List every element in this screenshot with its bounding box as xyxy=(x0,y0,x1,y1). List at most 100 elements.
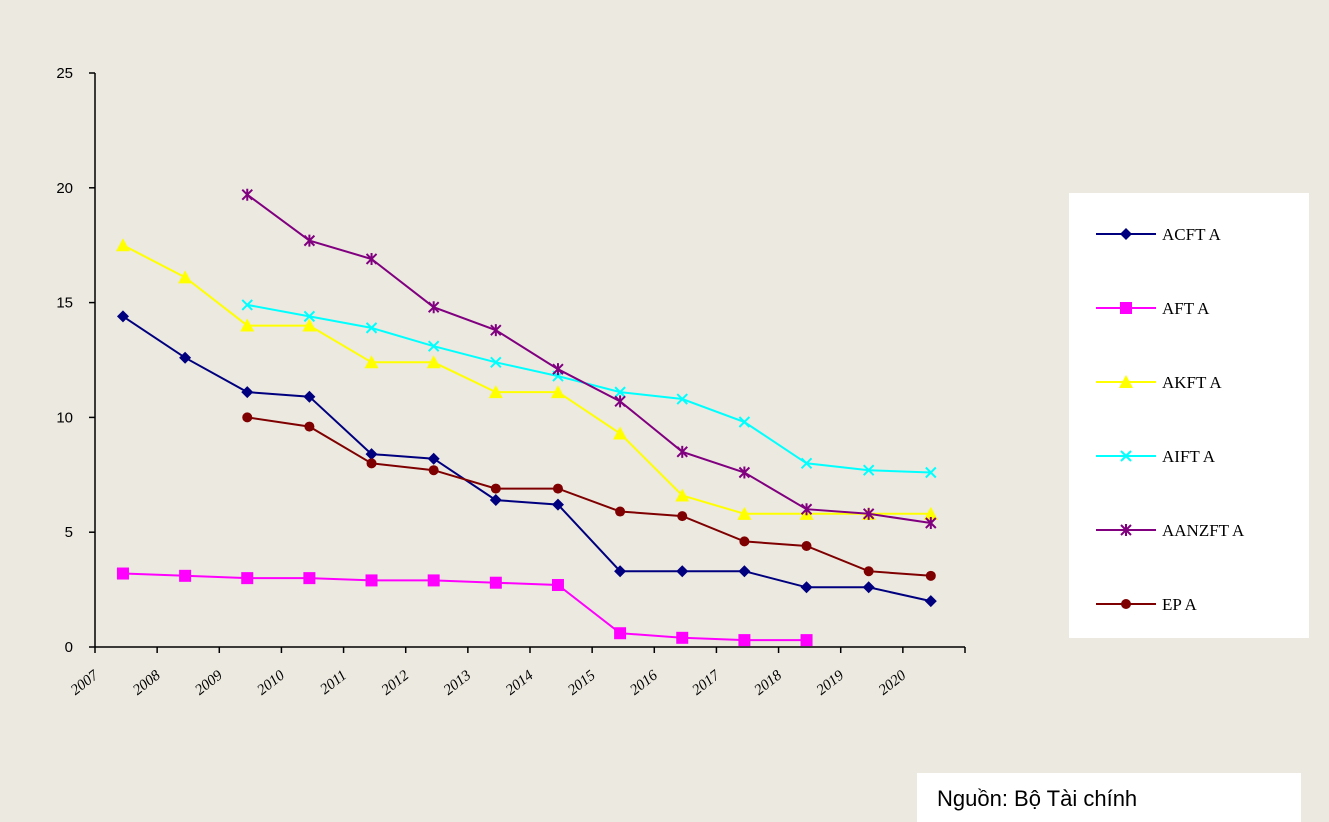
data-point-akfta xyxy=(302,318,317,332)
data-point-acfta xyxy=(241,386,254,399)
data-point-acfta xyxy=(179,351,192,364)
series-line-afta xyxy=(122,572,807,642)
legend-item-acfta: ACFT A xyxy=(1096,225,1221,244)
data-point-afta xyxy=(303,572,316,585)
data-point-aanzfta xyxy=(303,234,316,247)
legend-label: AIFT A xyxy=(1162,447,1216,466)
data-point-aifta xyxy=(925,466,937,479)
series-line-epa xyxy=(247,416,931,577)
series-epa xyxy=(242,412,936,581)
data-point-aifta xyxy=(241,299,253,311)
data-point-aifta xyxy=(303,310,316,323)
data-point-aifta xyxy=(365,322,378,334)
series-akfta xyxy=(115,238,938,520)
data-point-afta xyxy=(241,572,254,585)
data-point-afta xyxy=(738,634,751,647)
series-afta xyxy=(116,567,813,647)
data-point-afta xyxy=(676,631,689,644)
data-point-epa xyxy=(615,506,626,517)
series-aanzfta xyxy=(241,188,937,530)
data-point-aifta xyxy=(738,416,751,428)
data-point-aifta xyxy=(800,457,813,470)
y-tick-label: 25 xyxy=(56,65,73,82)
data-point-afta xyxy=(427,574,440,587)
data-point-aanzfta xyxy=(241,188,253,201)
legend-label: EP A xyxy=(1162,595,1198,614)
data-point-acfta xyxy=(116,310,129,323)
data-point-epa xyxy=(428,465,439,476)
data-point-afta xyxy=(800,634,813,647)
data-point-acfta xyxy=(862,581,875,594)
data-point-aifta xyxy=(490,356,502,369)
series-line-aifta xyxy=(247,303,931,474)
data-point-epa xyxy=(366,458,377,469)
y-tick-label: 0 xyxy=(65,639,73,656)
data-point-aifta xyxy=(862,464,875,476)
data-point-epa xyxy=(490,483,501,494)
data-point-akfta xyxy=(364,355,379,369)
data-point-afta xyxy=(614,627,627,640)
legend-box xyxy=(1069,193,1309,638)
source-note: Nguồn: Bộ Tài chính xyxy=(937,786,1138,811)
x-tick-label: 2019 xyxy=(814,667,848,698)
legend-item-aanzfta: AANZFT A xyxy=(1096,521,1245,540)
data-point-akfta xyxy=(675,488,690,502)
data-point-acfta xyxy=(800,581,813,594)
data-point-acfta xyxy=(614,565,627,578)
legend-label: AANZFT A xyxy=(1162,521,1245,540)
data-point-aanzfta xyxy=(738,466,751,479)
data-point-aanzfta xyxy=(800,503,813,516)
data-point-aanzfta xyxy=(427,301,440,314)
data-point-aanzfta xyxy=(925,517,937,530)
legend-label: ACFT A xyxy=(1162,225,1221,244)
data-point-akfta xyxy=(613,426,628,440)
legend-item-epa: EP A xyxy=(1096,595,1198,614)
data-point-epa xyxy=(242,412,253,423)
data-point-aanzfta xyxy=(365,252,378,265)
x-tick-label: 2012 xyxy=(379,667,413,698)
data-point-akfta xyxy=(115,238,130,252)
x-tick-label: 2018 xyxy=(752,667,786,698)
legend-marker xyxy=(1121,599,1131,609)
x-tick-label: 2008 xyxy=(130,667,164,698)
legend-marker xyxy=(1120,450,1132,462)
data-point-acfta xyxy=(924,595,937,608)
data-point-aanzfta xyxy=(490,324,502,337)
data-point-epa xyxy=(925,570,936,581)
legend-label: AKFT A xyxy=(1162,373,1222,392)
legend-item-akfta: AKFT A xyxy=(1096,373,1222,392)
x-tick-label: 2014 xyxy=(503,667,537,698)
series-line-aanzfta xyxy=(246,193,931,524)
x-tick-label: 2010 xyxy=(254,667,288,698)
data-point-epa xyxy=(552,483,563,494)
data-point-afta xyxy=(551,579,564,592)
x-tick-label: 2013 xyxy=(441,668,474,699)
data-point-acfta xyxy=(303,390,316,403)
legend-marker xyxy=(1120,302,1132,314)
data-point-acfta xyxy=(676,565,689,578)
data-point-aanzfta xyxy=(552,363,564,376)
x-tick-label: 2020 xyxy=(876,667,910,698)
series-aifta xyxy=(241,299,937,479)
x-tick-label: 2016 xyxy=(627,667,661,698)
data-point-epa xyxy=(304,421,315,432)
data-point-akfta xyxy=(178,270,193,284)
data-point-afta xyxy=(116,567,129,580)
series-acfta xyxy=(116,310,937,608)
data-point-aifta xyxy=(427,340,440,352)
y-tick-label: 20 xyxy=(56,180,73,197)
legend-item-aifta: AIFT A xyxy=(1096,447,1216,466)
data-point-akfta xyxy=(488,385,503,399)
data-point-aifta xyxy=(676,393,688,405)
data-point-acfta xyxy=(427,452,440,465)
data-point-aanzfta xyxy=(676,445,688,458)
source-box: Nguồn: Bộ Tài chính xyxy=(917,773,1301,822)
y-tick-label: 5 xyxy=(65,524,73,541)
data-point-acfta xyxy=(551,498,564,511)
series-line-akfta xyxy=(122,244,931,515)
data-point-acfta xyxy=(365,448,378,461)
data-point-afta xyxy=(489,576,502,589)
y-tick-label: 10 xyxy=(56,409,73,426)
